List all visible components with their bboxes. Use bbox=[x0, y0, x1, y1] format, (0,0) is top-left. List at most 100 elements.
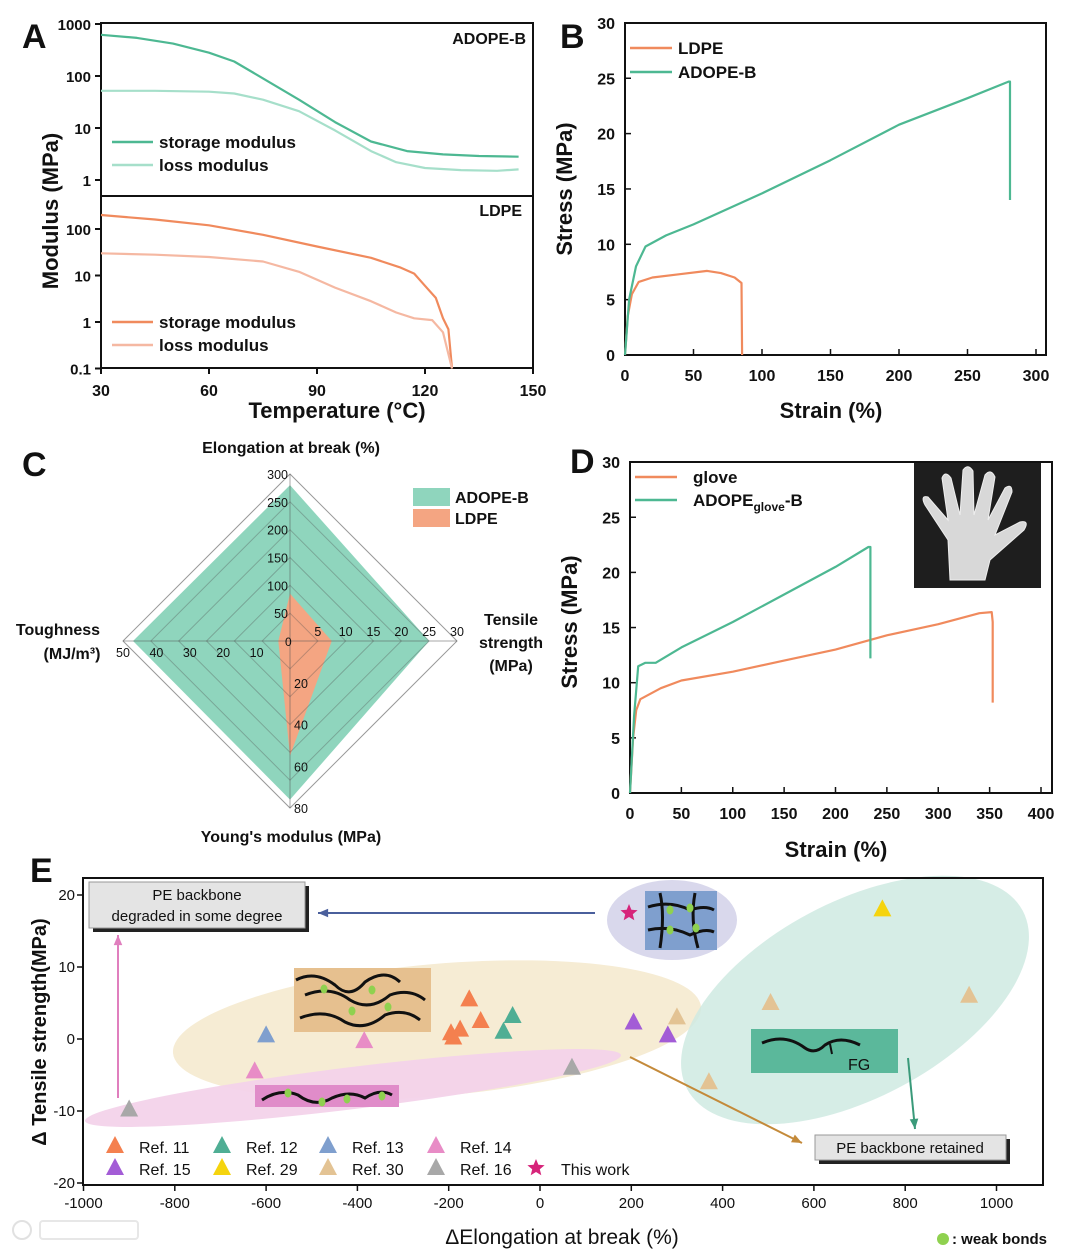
y-tick-label: -20 bbox=[53, 1175, 75, 1192]
x-tick-label: 800 bbox=[893, 1195, 918, 1212]
legend-label: Ref. 16 bbox=[460, 1162, 512, 1179]
y-tick-label: 10 bbox=[58, 959, 75, 976]
y-tick-label: 100 bbox=[66, 69, 91, 86]
x-tick-label: 600 bbox=[801, 1195, 826, 1212]
radar-tick-label: 10 bbox=[339, 625, 353, 639]
weak-bond-dot bbox=[343, 1094, 351, 1104]
radar-axis-title: Toughness bbox=[16, 622, 100, 639]
glove-icon bbox=[922, 466, 1027, 581]
y-tick-label: 10 bbox=[74, 269, 91, 286]
y-tick-label: 5 bbox=[606, 293, 615, 310]
legend-swatch bbox=[413, 509, 450, 527]
annotation-text: PE backbone bbox=[152, 887, 241, 904]
series-line-loss bbox=[100, 252, 454, 369]
legend-label: Ref. 11 bbox=[139, 1140, 190, 1157]
y-tick-label: 20 bbox=[602, 565, 620, 582]
series-line-glove bbox=[628, 610, 994, 794]
data-point-ref-30 bbox=[667, 1007, 686, 1025]
y-tick-label: 0 bbox=[67, 1031, 75, 1048]
y-tick-label: 20 bbox=[58, 887, 75, 904]
radar-area-ldpe bbox=[278, 593, 332, 756]
series-line-storage bbox=[100, 213, 454, 369]
x-tick-label: -600 bbox=[251, 1195, 281, 1212]
arrow-to-retained-brown bbox=[629, 1056, 803, 1144]
legend-marker bbox=[527, 1159, 545, 1176]
x-tick-label: 200 bbox=[822, 806, 849, 823]
x-axis-label: Strain (%) bbox=[780, 398, 883, 423]
radar-tick-label: 5 bbox=[314, 625, 321, 639]
arrow-shaft bbox=[907, 1057, 916, 1130]
x-tick-label: 200 bbox=[619, 1195, 644, 1212]
legend-label-part: -B bbox=[785, 491, 803, 510]
legend-label: storage modulus bbox=[159, 313, 296, 332]
functional-group-branch bbox=[829, 1043, 833, 1055]
x-tick-label: 120 bbox=[412, 383, 439, 400]
weak-bond-legend-label: : weak bonds bbox=[952, 1231, 1047, 1248]
y-tick-label: 0 bbox=[611, 786, 620, 803]
legend-marker bbox=[213, 1158, 231, 1175]
radar-tick-label: 40 bbox=[294, 719, 308, 733]
legend-label: This work bbox=[561, 1162, 630, 1179]
series-line-adope-b bbox=[623, 80, 1012, 356]
legend-label: LDPE bbox=[455, 511, 498, 528]
weak-bond-dot bbox=[348, 1006, 356, 1016]
y-tick-label: 25 bbox=[602, 510, 620, 527]
radar-tick-label: 100 bbox=[267, 579, 288, 593]
data-point-ref-16 bbox=[562, 1057, 581, 1075]
radar-tick-label: 10 bbox=[250, 646, 264, 660]
weak-bond-dot bbox=[384, 1002, 392, 1012]
radar-tick-label: 25 bbox=[422, 625, 436, 639]
degraded-box bbox=[88, 881, 306, 929]
y-tick-label: 0 bbox=[606, 348, 615, 365]
x-tick-label: 350 bbox=[976, 806, 1003, 823]
radar-tick-label: 40 bbox=[149, 646, 163, 660]
arrow-head bbox=[791, 1134, 802, 1143]
series-line-adopeglove-b bbox=[628, 545, 872, 794]
data-point-ref-11 bbox=[444, 1027, 463, 1045]
radar-tick-label: 20 bbox=[294, 677, 308, 691]
radar-tick-label: 20 bbox=[394, 625, 408, 639]
plot-frame bbox=[82, 877, 1044, 1186]
series-line-storage bbox=[100, 33, 519, 158]
x-tick-label: 50 bbox=[685, 368, 703, 385]
x-tick-label: 150 bbox=[817, 368, 844, 385]
radar-tick-label: 300 bbox=[267, 468, 288, 482]
y-tick-label: 1 bbox=[83, 173, 91, 190]
polymer-chain bbox=[299, 1010, 421, 1028]
radar-tick-label: 20 bbox=[216, 646, 230, 660]
x-tick-label: 300 bbox=[1023, 368, 1050, 385]
legend-label: storage modulus bbox=[159, 133, 296, 152]
y-tick-label: 5 bbox=[611, 731, 620, 748]
y-tick-label: 30 bbox=[597, 16, 615, 33]
arrow-to-degraded bbox=[318, 908, 595, 918]
subplot-label: LDPE bbox=[479, 203, 522, 220]
weak-bond-dot bbox=[318, 1097, 326, 1107]
arrow-head bbox=[318, 908, 329, 918]
x-tick-label: 100 bbox=[749, 368, 776, 385]
data-point-ref-14 bbox=[355, 1031, 374, 1049]
data-point-ref-14 bbox=[245, 1061, 264, 1079]
panel-label-c: C bbox=[22, 446, 47, 484]
annotation-text: PE backbone retained bbox=[836, 1140, 984, 1157]
legend-label: ADOPE-B bbox=[455, 490, 529, 507]
schematic-background bbox=[294, 968, 431, 1032]
legend-swatch bbox=[413, 488, 450, 506]
data-point-ref-11 bbox=[471, 1011, 490, 1028]
radar-axis-title: Elongation at break (%) bbox=[202, 440, 380, 457]
x-tick-label: 90 bbox=[308, 383, 326, 400]
series-line-ldpe bbox=[623, 269, 744, 356]
x-tick-label: -200 bbox=[434, 1195, 464, 1212]
arrow-up-pink bbox=[113, 935, 123, 1098]
x-tick-label: 0 bbox=[621, 368, 630, 385]
data-point-ref-11 bbox=[460, 989, 479, 1007]
radar-tick-label: 30 bbox=[450, 625, 464, 639]
legend-label: ADOPE-B bbox=[678, 63, 756, 82]
watermark-mark bbox=[39, 1220, 139, 1240]
x-tick-label: -1000 bbox=[64, 1195, 102, 1212]
radar-tick-label: 250 bbox=[267, 496, 288, 510]
series-line-loss bbox=[101, 89, 519, 172]
data-point-ref-30 bbox=[960, 985, 979, 1003]
y-tick-label: 0.1 bbox=[70, 362, 91, 379]
legend-label-part: ADOPE bbox=[693, 491, 753, 510]
legend-label: loss modulus bbox=[159, 336, 269, 355]
